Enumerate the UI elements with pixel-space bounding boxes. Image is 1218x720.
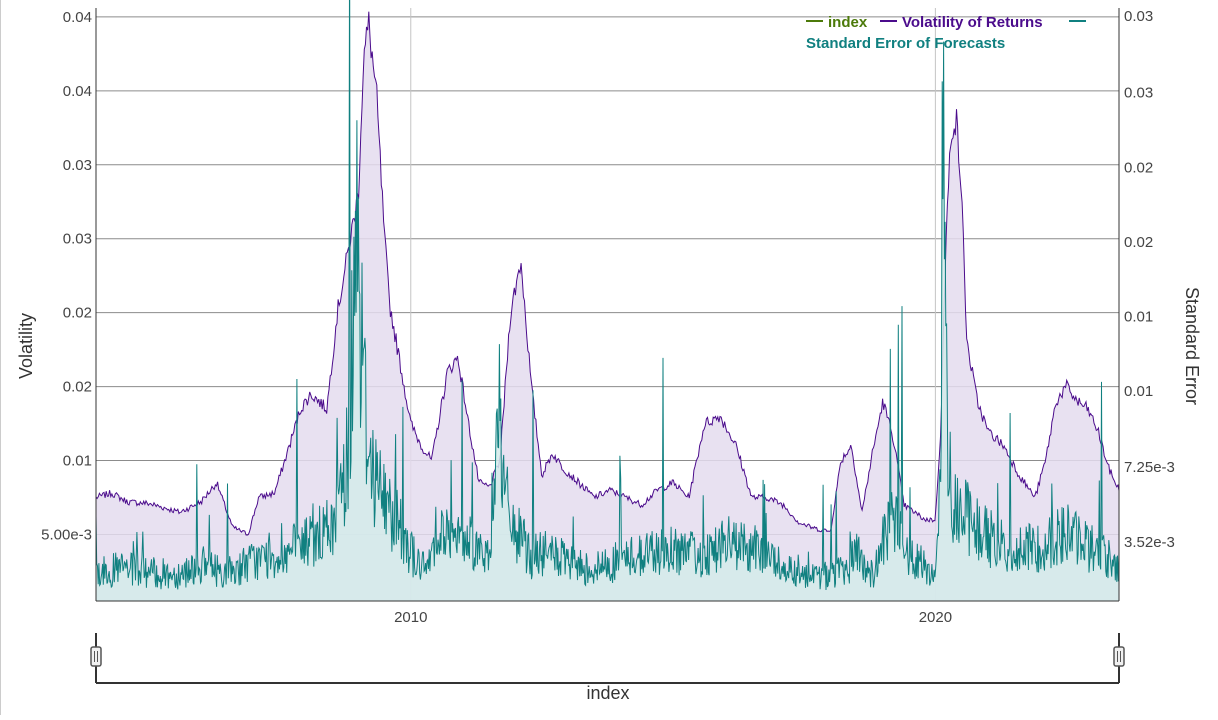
y-left-tick-label: 0.03 bbox=[63, 157, 92, 174]
legend-index-label[interactable]: index bbox=[828, 14, 868, 31]
volatility-line[interactable] bbox=[95, 11, 1120, 536]
y-right-tick-label: 0.02 bbox=[1124, 234, 1153, 251]
y-left-tick-label: 0.04 bbox=[63, 83, 92, 100]
range-slider-left-handle[interactable] bbox=[90, 646, 102, 667]
y-left-tick-label: 5.00e-3 bbox=[41, 526, 92, 543]
gridlines bbox=[96, 8, 1119, 601]
x-tick-label: 2010 bbox=[394, 609, 427, 626]
y-right-tick-label: 3.52e-3 bbox=[1124, 534, 1175, 551]
legend-stderr-label[interactable]: Standard Error of Forecasts bbox=[806, 35, 1005, 52]
y-left-tick-label: 0.04 bbox=[63, 9, 92, 26]
y-right-tick-label: 7.25e-3 bbox=[1124, 459, 1175, 476]
y-right-tick-label: 0.01 bbox=[1124, 383, 1153, 400]
stderr-area bbox=[96, 0, 1119, 601]
y-right-tick-label: 0.01 bbox=[1124, 309, 1153, 326]
x-axis-label: index bbox=[586, 683, 629, 703]
x-tick-label: 2020 bbox=[919, 609, 952, 626]
y-right-tick-label: 0.02 bbox=[1124, 159, 1153, 176]
plot-area[interactable] bbox=[95, 0, 1120, 602]
axes-frame bbox=[95, 8, 1120, 602]
x-axis-ticks: 2010 2020 bbox=[394, 609, 952, 626]
legend: index Volatility of Returns Standard Err… bbox=[806, 14, 1086, 52]
y-axis-right-label: Standard Error bbox=[1182, 287, 1202, 405]
range-slider-right-handle[interactable] bbox=[1113, 646, 1125, 667]
y-right-tick-label: 0.03 bbox=[1124, 85, 1153, 102]
y-left-tick-label: 0.03 bbox=[63, 231, 92, 248]
y-left-tick-label: 0.02 bbox=[63, 305, 92, 322]
y-right-tick-label: 0.03 bbox=[1124, 8, 1153, 25]
y-left-tick-label: 0.01 bbox=[63, 453, 92, 470]
y-axis-left-ticks: 5.00e-3 0.01 0.02 0.02 0.03 0.03 0.04 0.04 bbox=[41, 9, 92, 544]
y-axis-right-ticks: 3.52e-3 7.25e-3 0.01 0.01 0.02 0.02 0.03 0.03 bbox=[1124, 8, 1175, 551]
legend-volatility-label[interactable]: Volatility of Returns bbox=[902, 14, 1043, 31]
stderr-line[interactable] bbox=[95, 0, 1120, 591]
y-left-tick-label: 0.02 bbox=[63, 379, 92, 396]
y-axis-left-label: Volatility bbox=[16, 313, 36, 379]
range-slider[interactable]: index bbox=[90, 633, 1125, 703]
